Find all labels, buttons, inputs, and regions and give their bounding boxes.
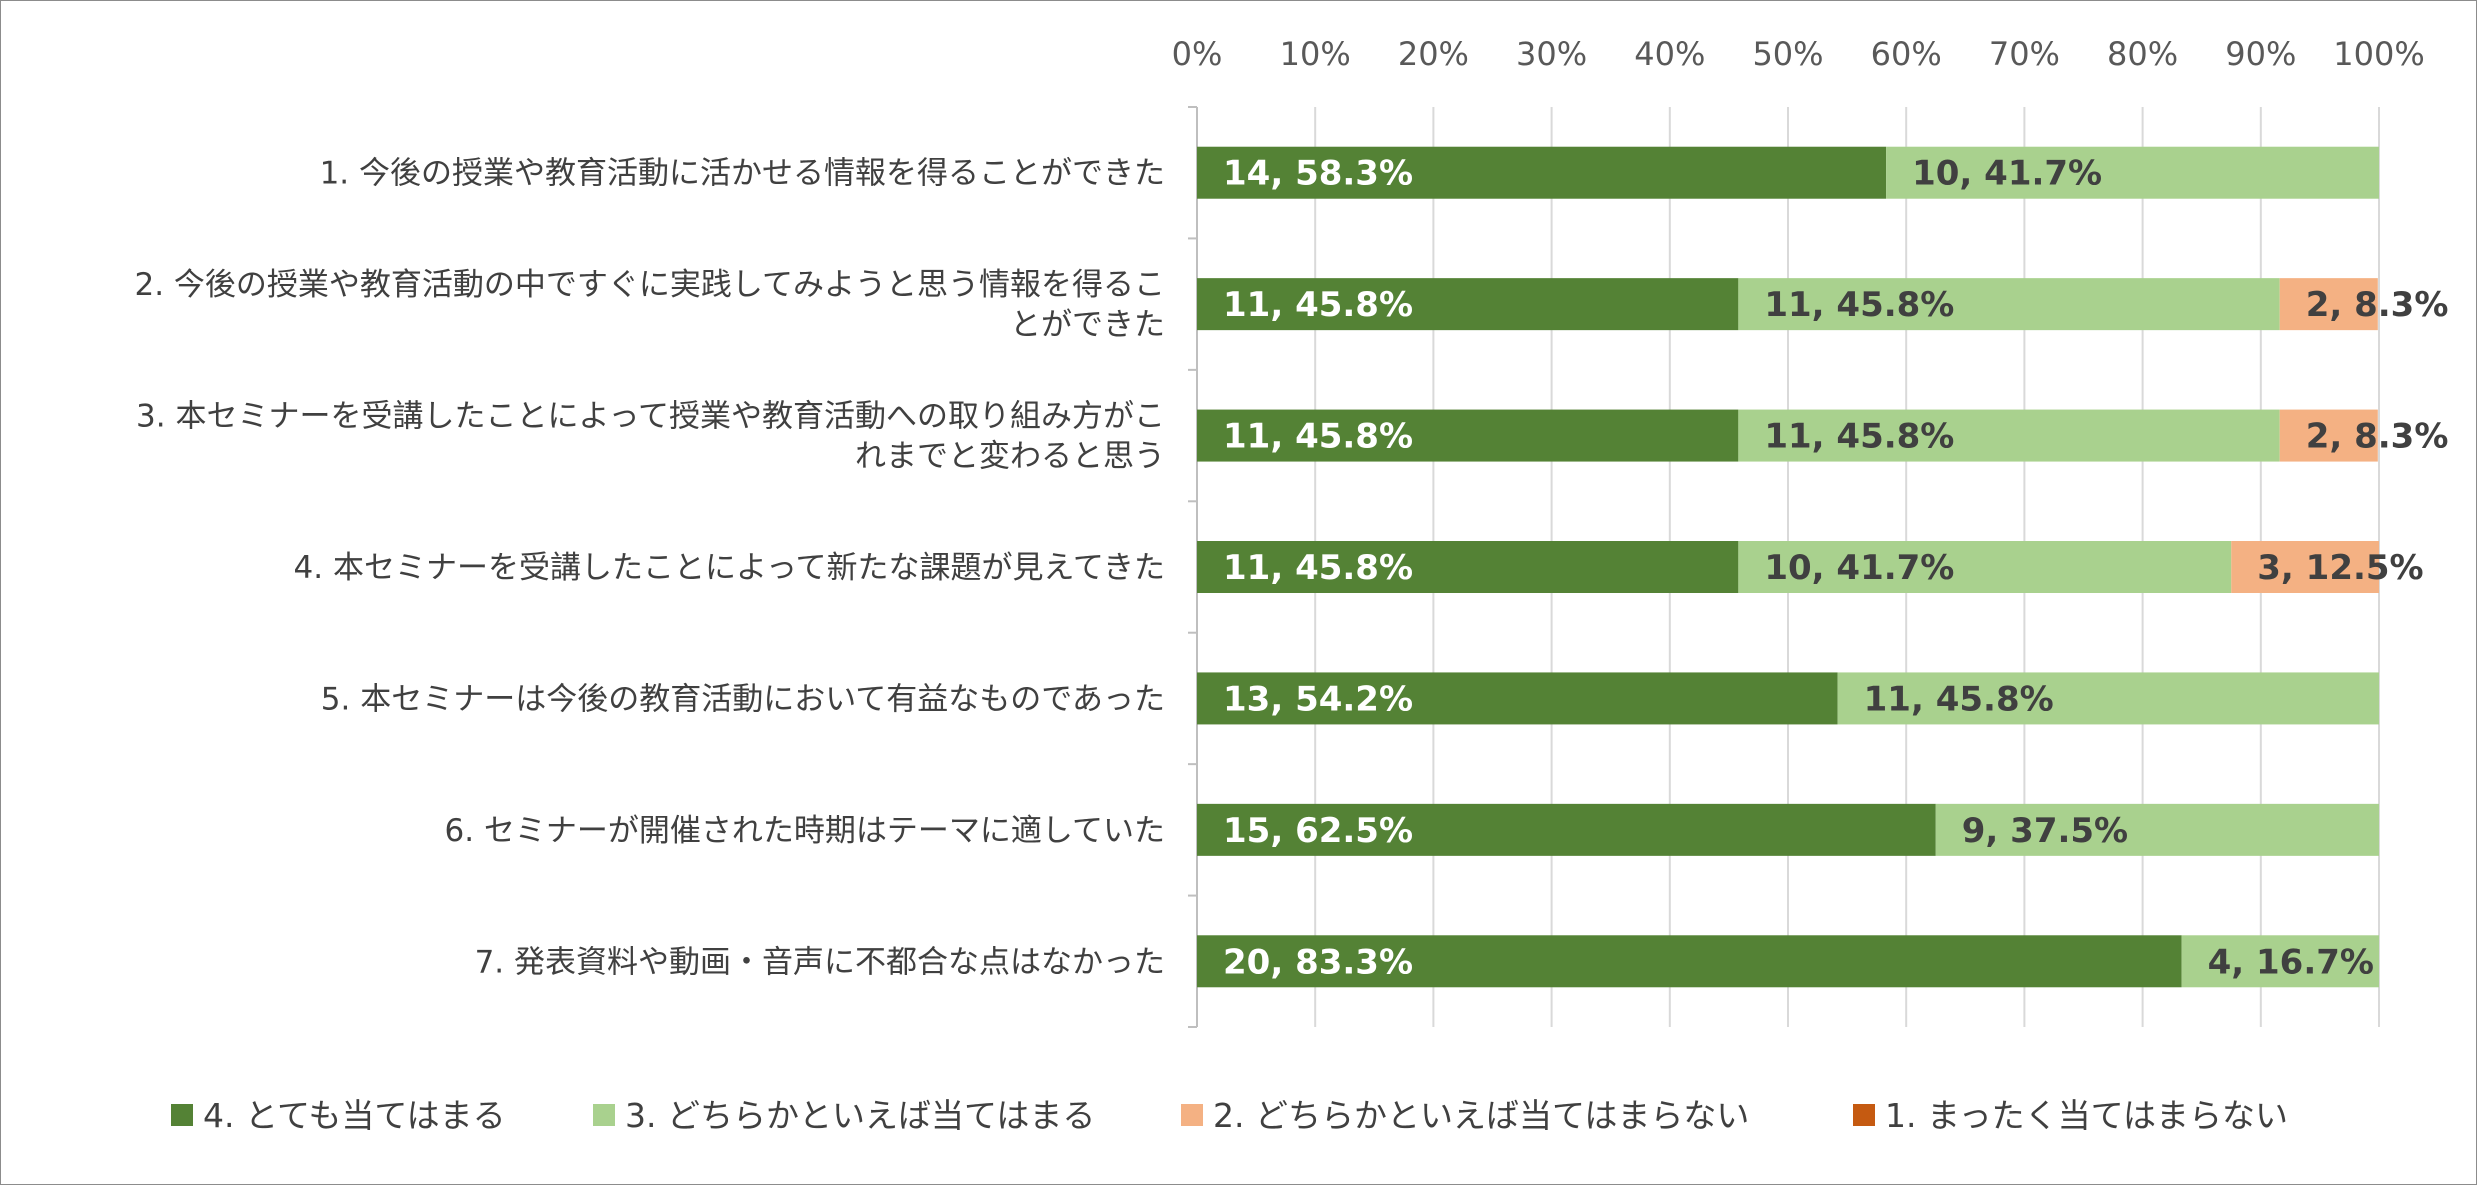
bar-segment — [1197, 541, 1739, 593]
x-tick-label: 20% — [1398, 35, 1469, 73]
x-tick-label: 50% — [1752, 35, 1823, 73]
legend-swatch — [593, 1104, 615, 1126]
data-label: 20, 83.3% — [1223, 942, 1413, 982]
x-tick-label: 10% — [1280, 35, 1351, 73]
bar-segment — [1886, 146, 2379, 199]
data-label: 10, 41.7% — [1764, 548, 1954, 588]
category-label: 6. セミナーが開催された時期はテーマに適していた — [445, 813, 1166, 849]
x-tick-label: 90% — [2225, 35, 2296, 73]
data-label: 4, 16.7% — [2208, 942, 2374, 982]
data-label: 11, 45.8% — [1864, 679, 2054, 719]
legend-entry: 3. どちらかといえば当てはまる — [625, 1096, 1095, 1135]
data-label: 9, 37.5% — [1962, 811, 2128, 851]
bar-segment — [2231, 541, 2379, 593]
x-tick-label: 60% — [1871, 35, 1942, 73]
legend-entry: 2. どちらかといえば当てはまらない — [1213, 1096, 1749, 1135]
bar-segment — [1197, 146, 1887, 199]
x-tick-label: 70% — [1989, 35, 2060, 73]
data-label: 11, 45.8% — [1223, 285, 1413, 325]
bar-segment — [1738, 278, 2280, 331]
bar-segment — [1197, 409, 1739, 462]
category-label: 4. 本セミナーを受講したことによって新たな課題が見えてきた — [294, 550, 1165, 586]
x-tick-label: 100% — [2333, 35, 2424, 73]
data-label: 3, 12.5% — [2257, 548, 2423, 588]
data-label: 14, 58.3% — [1223, 154, 1413, 194]
bar-segment — [1738, 541, 2232, 593]
data-label: 11, 45.8% — [1223, 548, 1413, 588]
category-label: とができた — [1010, 307, 1165, 343]
bar-segment — [1197, 672, 1838, 725]
data-label: 10, 41.7% — [1912, 154, 2102, 194]
data-label: 2, 8.3% — [2306, 417, 2449, 457]
x-tick-label: 40% — [1634, 35, 1705, 73]
x-tick-label: 0% — [1172, 35, 1223, 73]
legend-entry: 4. とても当てはまる — [203, 1096, 506, 1135]
data-label: 11, 45.8% — [1223, 417, 1413, 457]
data-label: 13, 54.2% — [1223, 679, 1413, 719]
category-label: 1. 今後の授業や教育活動に活かせる情報を得ることができた — [320, 156, 1165, 192]
bar-segment — [2181, 935, 2379, 988]
bar-segment — [1197, 803, 1936, 856]
bar-segment — [1738, 409, 2280, 462]
legend-swatch — [1181, 1104, 1203, 1126]
bar-segment — [1197, 278, 1739, 331]
legend-entry: 1. まったく当てはまらない — [1885, 1096, 2288, 1135]
category-label: 5. 本セミナーは今後の教育活動において有益なものであった — [321, 681, 1165, 717]
bar-segment — [2279, 409, 2378, 462]
legend-swatch — [171, 1104, 193, 1126]
data-label: 15, 62.5% — [1223, 811, 1413, 851]
legend-swatch — [1853, 1104, 1875, 1126]
data-label: 11, 45.8% — [1764, 285, 1954, 325]
category-label: 2. 今後の授業や教育活動の中ですぐに実践してみようと思う情報を得るこ — [135, 267, 1166, 303]
bar-segment — [1837, 672, 2379, 725]
data-label: 2, 8.3% — [2306, 285, 2449, 325]
bar-segment — [1197, 935, 2182, 988]
category-label: れまでと変わると思う — [855, 439, 1165, 475]
x-tick-label: 80% — [2107, 35, 2178, 73]
bar-segment — [1935, 803, 2379, 856]
category-label: 7. 発表資料や動画・音声に不都合な点はなかった — [475, 944, 1165, 980]
bar-segment — [2279, 278, 2378, 331]
data-label: 11, 45.8% — [1764, 417, 1954, 457]
x-tick-label: 30% — [1516, 35, 1587, 73]
category-label: 3. 本セミナーを受講したことによって授業や教育活動への取り組み方がこ — [136, 399, 1165, 435]
